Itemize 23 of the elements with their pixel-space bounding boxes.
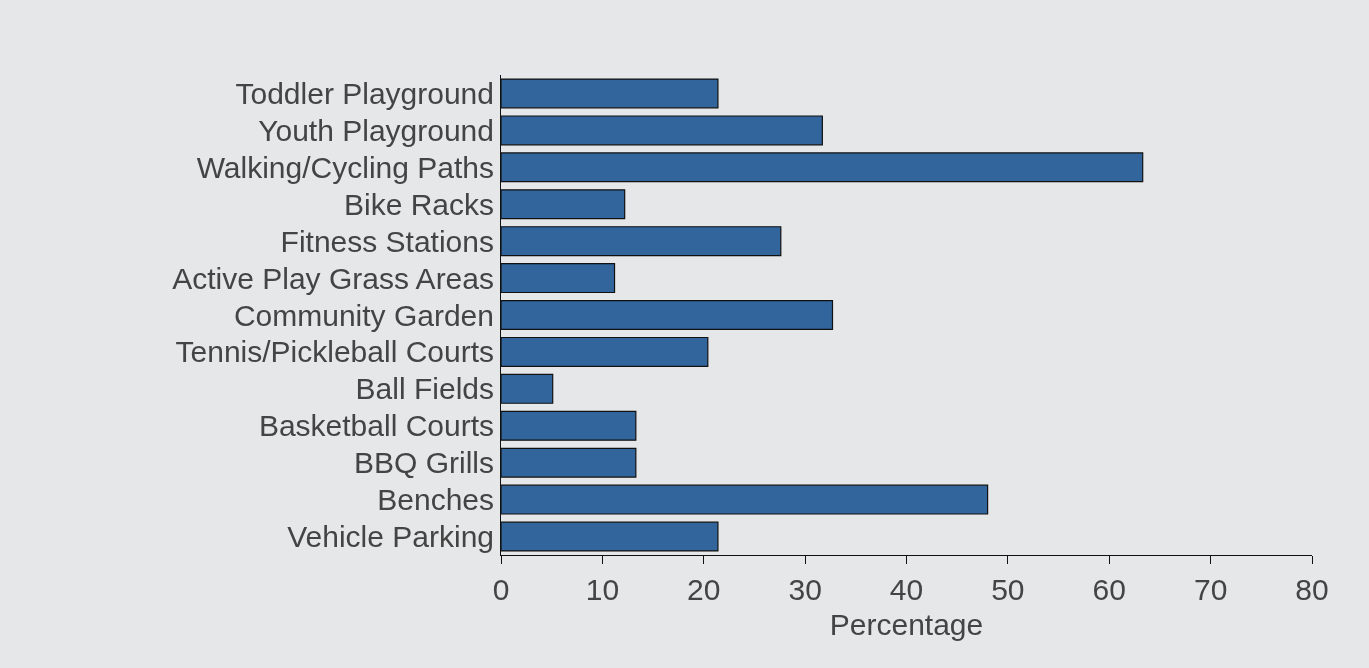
y-tick-label: Bike Racks bbox=[343, 187, 494, 221]
y-tick-label: Vehicle Parking bbox=[287, 520, 494, 554]
y-tick-label: Fitness Stations bbox=[280, 224, 494, 258]
y-tick-label: Tennis/Pickleball Courts bbox=[175, 335, 494, 369]
y-tick-label: Youth Playground bbox=[258, 113, 494, 147]
x-axis-title: Percentage bbox=[829, 607, 984, 641]
y-tick-label: BBQ Grills bbox=[353, 446, 494, 480]
y-tick-label: Walking/Cycling Paths bbox=[196, 150, 494, 184]
x-tick-label: 10 bbox=[585, 573, 620, 606]
x-tick-label: 0 bbox=[492, 573, 510, 606]
x-tick-label: 50 bbox=[991, 573, 1025, 606]
x-tick-label: 40 bbox=[889, 573, 924, 606]
x-tick-label: 60 bbox=[1092, 573, 1126, 606]
y-tick-label: Community Garden bbox=[233, 298, 494, 332]
x-tick-label: 80 bbox=[1295, 573, 1329, 606]
x-tick-label: 30 bbox=[788, 573, 822, 606]
y-tick-label: Ball Fields bbox=[355, 372, 494, 406]
x-tick-label: 20 bbox=[687, 573, 721, 606]
y-tick-label: Toddler Playground bbox=[235, 76, 494, 110]
y-tick-label: Active Play Grass Areas bbox=[172, 261, 494, 295]
y-tick-label: Benches bbox=[377, 483, 494, 517]
y-tick-label: Basketball Courts bbox=[258, 409, 494, 443]
x-tick-label: 70 bbox=[1193, 573, 1228, 606]
